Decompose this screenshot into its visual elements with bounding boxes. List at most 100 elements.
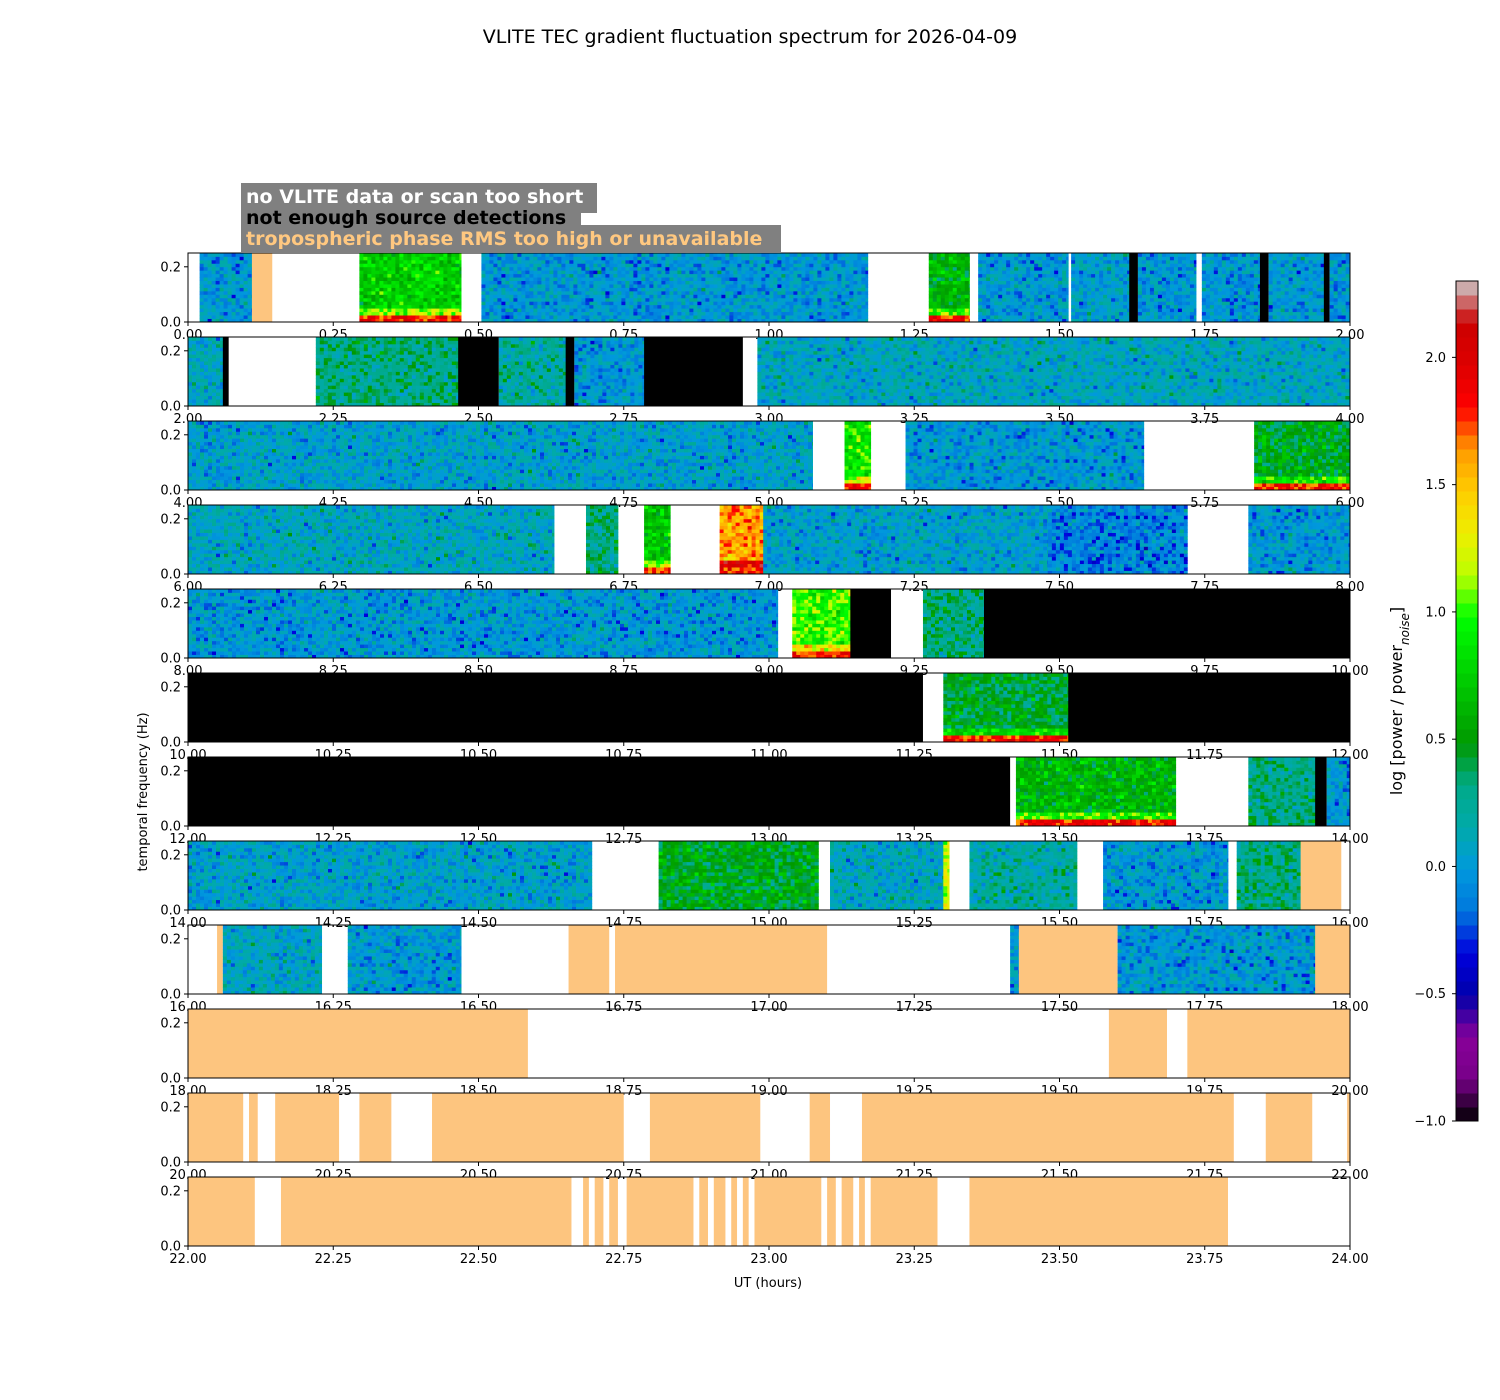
spectrum-segment: [922, 589, 985, 659]
status-orange-segment: [615, 925, 828, 994]
colorbar-band: [1456, 757, 1478, 772]
y-tick-label: 0.0: [160, 484, 181, 499]
status-orange-segment: [432, 1093, 624, 1162]
colorbar-band: [1456, 1093, 1478, 1108]
y-tick-label: 0.0: [160, 1072, 181, 1087]
spectrum-segment: [574, 337, 645, 407]
colorbar-band: [1456, 351, 1478, 366]
y-tick-label: 0.0: [160, 820, 181, 835]
status-black-segment: [1259, 253, 1269, 322]
spectrum-segment: [943, 841, 950, 911]
status-orange-segment: [1265, 1093, 1313, 1162]
status-orange-segment: [859, 1177, 865, 1246]
status-orange-segment: [251, 253, 273, 322]
spectrum-segment: [943, 673, 1069, 743]
spectrum-segment: [359, 253, 462, 323]
spectrum-segment: [658, 841, 819, 911]
colorbar-band: [1456, 981, 1478, 996]
spectrum-segment: [1326, 757, 1351, 827]
x-tick-label: 17.25: [896, 1000, 933, 1015]
colorbar-band: [1456, 407, 1478, 422]
colorbar-band: [1456, 295, 1478, 310]
colorbar-band: [1456, 1079, 1478, 1094]
colorbar-band: [1456, 659, 1478, 674]
spectrum-segment: [1071, 253, 1130, 323]
y-tick-label: 0.0: [160, 1156, 181, 1171]
colorbar-band: [1456, 337, 1478, 352]
spectrum-segment: [188, 505, 555, 575]
colorbar-band: [1456, 729, 1478, 744]
spectrum-segment: [188, 841, 593, 911]
status-orange-segment: [594, 1177, 604, 1246]
colorbar-band: [1456, 1037, 1478, 1052]
colorbar-band: [1456, 925, 1478, 940]
y-tick-label: 0.2: [160, 260, 181, 275]
status-black-segment: [188, 757, 1011, 826]
colorbar-band: [1456, 1051, 1478, 1066]
status-black-segment: [1323, 253, 1330, 322]
colorbar-band: [1456, 813, 1478, 828]
status-orange-segment: [1347, 1093, 1350, 1162]
x-tick-label: 3.75: [1190, 412, 1219, 427]
status-orange-segment: [841, 1177, 854, 1246]
y-tick-label: 0.2: [160, 428, 181, 443]
colorbar-tick-label: 0.5: [1425, 733, 1446, 748]
y-tick-label: 0.0: [160, 904, 181, 919]
spectrum-segment: [928, 253, 970, 323]
status-orange-segment: [699, 1177, 708, 1246]
x-tick-label: 17.00: [750, 1000, 787, 1015]
status-orange-segment: [870, 1177, 938, 1246]
colorbar-band: [1456, 897, 1478, 912]
colorbar-band: [1456, 379, 1478, 394]
colorbar-band: [1456, 855, 1478, 870]
status-orange-segment: [827, 1177, 836, 1246]
spectrum-segment: [1236, 841, 1302, 911]
spectrum-segment: [188, 337, 224, 407]
colorbar-tick-label: −0.5: [1414, 987, 1446, 1002]
y-axis-label: temporal frequency (Hz): [136, 712, 151, 871]
status-orange-segment: [713, 1177, 726, 1246]
spectrum-segment: [315, 337, 459, 407]
x-tick-label: 23.00: [750, 1252, 787, 1267]
spectrum-segment: [1010, 925, 1020, 995]
spectrum-segment: [969, 841, 1078, 911]
colorbar-band: [1456, 771, 1478, 786]
status-orange-segment: [609, 1177, 618, 1246]
status-orange-segment: [188, 1009, 528, 1078]
colorbar-band: [1456, 673, 1478, 688]
status-orange-segment: [1108, 1009, 1167, 1078]
spectrum-segment: [1015, 757, 1177, 827]
colorbar-band: [1456, 1023, 1478, 1038]
spectrum-segment: [188, 589, 779, 659]
spectrum-segment: [481, 253, 869, 323]
panels-group: 0.00.20.00 0.25 0.50 0.75 1.00 1.25 1.50 1.75 2.…: [160, 252, 1369, 1267]
colorbar-band: [1456, 1107, 1478, 1122]
y-tick-label: 0.0: [160, 652, 181, 667]
colorbar-band: [1456, 463, 1478, 478]
x-tick-label: 23.25: [896, 1252, 933, 1267]
colorbar-tick-label: 2.0: [1425, 351, 1446, 366]
status-black-segment: [1068, 673, 1350, 742]
colorbar-band: [1456, 841, 1478, 856]
status-black-segment: [565, 337, 575, 406]
x-tick-label: 23.50: [1041, 1252, 1078, 1267]
colorbar-tick-label: −1.0: [1414, 1115, 1446, 1130]
status-orange-segment: [649, 1093, 761, 1162]
y-tick-label: 0.0: [160, 316, 181, 331]
colorbar-band: [1456, 785, 1478, 800]
legend-item-black: not enough source detections: [246, 207, 566, 229]
spectrum-segment: [1329, 253, 1351, 323]
spectrum-segment: [498, 337, 567, 407]
status-black-segment: [983, 589, 1350, 658]
spectrum-segment: [644, 505, 671, 575]
chart-title: VLITE TEC gradient fluctuation spectrum …: [483, 26, 1017, 48]
colorbar-band: [1456, 477, 1478, 492]
colorbar-tick-label: 1.5: [1425, 478, 1446, 493]
colorbar-tick-label: 0.0: [1425, 860, 1446, 875]
colorbar-band: [1456, 1009, 1478, 1024]
spectrum-segment: [199, 253, 253, 323]
panel-8: 0.00.214.00 14.25 14.50 14.75 15.00 15.25 15.5…: [160, 840, 1369, 931]
status-orange-segment: [1315, 925, 1350, 994]
x-tick-label: 22.00: [1331, 1168, 1368, 1183]
